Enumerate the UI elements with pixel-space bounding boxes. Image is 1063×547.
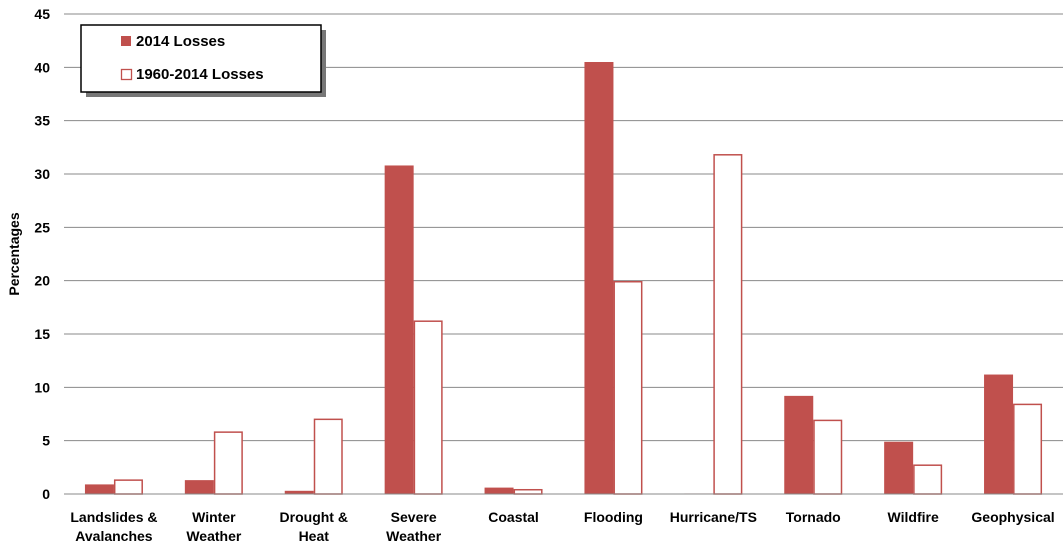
- bar-2014-losses: [284, 490, 314, 494]
- x-category-label: Wildfire: [888, 509, 939, 525]
- legend-swatch-1960-2014: [120, 68, 133, 81]
- y-tick-label: 20: [34, 273, 50, 289]
- bar-1960-2014-losses: [713, 154, 743, 495]
- bar-2014-losses: [984, 374, 1014, 494]
- y-tick-label: 10: [34, 379, 50, 395]
- bar-2014-losses: [784, 395, 814, 494]
- y-tick-label: 30: [34, 166, 50, 182]
- bar-2014-losses: [384, 165, 414, 494]
- bar-2014-losses: [884, 441, 914, 494]
- x-category-label: Weather: [186, 528, 242, 544]
- x-category-label: Hurricane/TS: [670, 509, 757, 525]
- bar-2014-losses: [184, 480, 214, 494]
- bar-1960-2014-losses: [213, 431, 243, 495]
- x-category-label: Tornado: [786, 509, 841, 525]
- bar-2014-losses: [584, 62, 614, 494]
- y-tick-label: 35: [34, 113, 50, 129]
- bar-1960-2014-losses: [413, 320, 443, 495]
- y-tick-label: 5: [42, 433, 50, 449]
- y-tick-label: 45: [34, 6, 50, 22]
- y-tick-label: 15: [34, 326, 50, 342]
- x-category-label: Geophysical: [971, 509, 1054, 525]
- x-category-label: Landslides &: [70, 509, 157, 525]
- gridlines: [64, 13, 1063, 442]
- bar-1960-2014-losses: [1013, 403, 1043, 495]
- y-tick-label: 0: [42, 486, 50, 502]
- x-category-label: Winter: [192, 509, 236, 525]
- x-axis-labels: Landslides & Avalanches Winter Weather Droug…: [70, 509, 1054, 544]
- bar-2014-losses: [484, 487, 514, 494]
- y-tick-label: 40: [34, 59, 50, 75]
- x-category-label: Drought &: [280, 509, 348, 525]
- bar-1960-2014-losses: [813, 419, 843, 495]
- bar-2014-losses: [84, 484, 114, 494]
- bar-1960-2014-losses: [313, 418, 343, 495]
- y-axis-title: Percentages: [6, 212, 22, 295]
- legend-swatch-2014: [121, 36, 131, 46]
- bar-1960-2014-losses: [513, 488, 543, 495]
- bar-1960-2014-losses: [913, 464, 943, 495]
- y-tick-label: 25: [34, 219, 50, 235]
- legend: 2014 Losses 1960-2014 Losses: [80, 24, 326, 97]
- legend-label-1960-2014: 1960-2014 Losses: [136, 66, 264, 83]
- x-category-label: Weather: [386, 528, 442, 544]
- x-category-label: Heat: [299, 528, 330, 544]
- x-category-label: Flooding: [584, 509, 643, 525]
- bar-1960-2014-losses: [613, 280, 643, 495]
- legend-label-2014: 2014 Losses: [136, 33, 225, 50]
- x-category-label: Avalanches: [75, 528, 153, 544]
- x-category-label: Severe: [391, 509, 437, 525]
- bar-1960-2014-losses: [113, 479, 143, 495]
- bars: [84, 62, 1043, 495]
- y-axis-ticks: 0 5 10 15 20 25 30 35 40 45: [34, 6, 50, 502]
- x-category-label: Coastal: [488, 509, 539, 525]
